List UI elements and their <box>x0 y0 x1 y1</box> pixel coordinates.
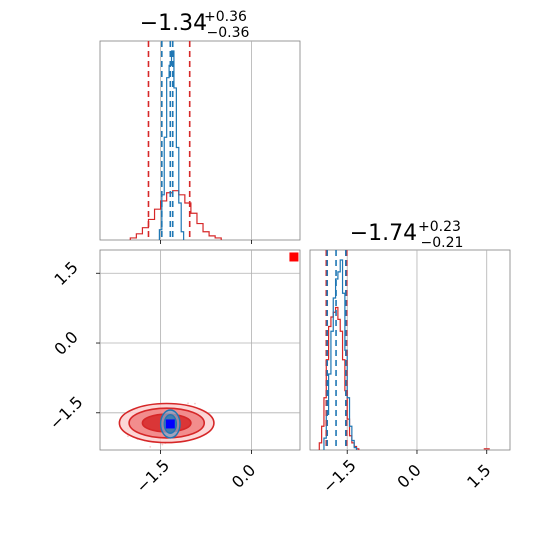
joint-scatter-point <box>149 445 152 448</box>
hist2-series-0-step <box>318 306 360 450</box>
joint-scatter-point <box>187 402 189 405</box>
joint-tick-label-x: −1.5 <box>132 456 173 497</box>
joint-tick-label-y: 1.5 <box>50 258 81 289</box>
hist2-title-sub: −0.21 <box>421 235 464 251</box>
joint-scatter-point <box>161 443 164 446</box>
histogram-param-2: −1.74 +0.23 −0.21 −1.5 0.0 1.5 <box>309 216 511 497</box>
joint-marker-1 <box>289 252 299 262</box>
joint-scatter-point <box>194 402 196 405</box>
hist1-series-1-step <box>158 50 185 240</box>
joint-scatter-point <box>127 435 129 438</box>
joint-tick-label-y: 0.0 <box>50 327 81 358</box>
hist1-title: −1.34 +0.36 −0.36 <box>140 6 252 41</box>
hist2-title-sup: +0.23 <box>418 219 461 235</box>
joint-tick-label-x: 0.0 <box>228 460 259 491</box>
joint-contour-plot: −1.5 0.0 −1.5 0.0 1.5 <box>46 249 301 497</box>
hist2-tick-label-x: 1.5 <box>463 460 494 491</box>
hist2-title-value: −1.74 <box>350 221 417 246</box>
hist1-frame <box>99 40 301 241</box>
hist2-title: −1.74 +0.23 −0.21 <box>350 216 466 251</box>
hist2-series-1-step <box>323 259 358 450</box>
hist1-title-value: −1.34 <box>140 11 207 36</box>
histogram-param-1: −1.34 +0.36 −0.36 <box>99 6 301 244</box>
hist2-tick-label-x: −1.5 <box>319 456 360 497</box>
hist1-title-sub: −0.36 <box>207 25 250 41</box>
hist1-series-0-step <box>129 190 222 240</box>
hist1-title-sup: +0.36 <box>204 9 247 25</box>
joint-marker-0 <box>165 419 175 429</box>
hist2-tick-label-x: 0.0 <box>393 460 424 491</box>
joint-frame <box>99 249 301 451</box>
hist2-frame <box>309 249 511 451</box>
joint-tick-label-y: −1.5 <box>46 392 87 433</box>
